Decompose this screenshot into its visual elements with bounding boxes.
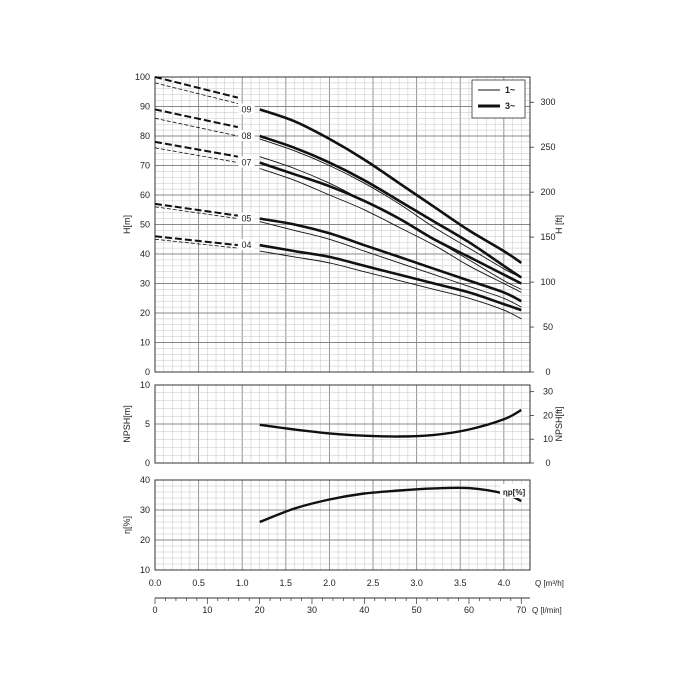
panel-frame xyxy=(154,479,531,571)
x-tick-label: 2.0 xyxy=(323,578,336,588)
series-line-05-1ph xyxy=(259,221,522,308)
y-axis-label-right: H [ft] xyxy=(554,215,564,234)
npsh-y-right-tick-label: 0 xyxy=(545,458,550,468)
dashed-extension-thick xyxy=(154,202,238,217)
panel-frame xyxy=(154,384,531,464)
y-tick-label: 30 xyxy=(140,279,150,289)
y-tick-label: 10 xyxy=(140,338,150,348)
secondary-x-tick-label: 40 xyxy=(359,605,369,615)
y-tick-label: 90 xyxy=(140,102,150,112)
secondary-x-tick-label: 10 xyxy=(202,605,212,615)
npsh-y-axis-label-right: NPSH[ft] xyxy=(554,406,564,441)
x-tick-label: 0.0 xyxy=(149,578,162,588)
dashed-extension-thin xyxy=(154,238,238,249)
npsh-y-right-tick-label: 30 xyxy=(543,387,553,397)
secondary-x-tick-label: 70 xyxy=(516,605,526,615)
curve-label-05: 05 xyxy=(242,214,252,224)
curve-label-07: 07 xyxy=(242,158,252,168)
dashed-extension-thin xyxy=(154,147,238,163)
y-tick-label: 20 xyxy=(140,308,150,318)
y-tick-label: 60 xyxy=(140,190,150,200)
curve-label-bg xyxy=(238,212,255,224)
dashed-extension-thin xyxy=(154,206,238,219)
panel-frame xyxy=(154,76,531,373)
curve-label-bg xyxy=(238,156,255,168)
dashed-extension-thick xyxy=(154,235,238,247)
eff-y-tick-label: 10 xyxy=(140,565,150,575)
series-line-05-3ph xyxy=(259,217,522,303)
y-right-tick-label: 300 xyxy=(540,97,555,107)
dashed-extension-thick xyxy=(154,76,239,99)
y-axis-label: H[m] xyxy=(122,215,132,234)
eff-y-tick-label: 20 xyxy=(140,535,150,545)
x-tick-label: 4.0 xyxy=(498,578,511,588)
secondary-x-tick-label: 50 xyxy=(412,605,422,615)
legend: 1~ 3~ xyxy=(471,79,526,119)
series-line-04-3ph xyxy=(259,243,522,312)
grid-panel-2 xyxy=(154,479,531,571)
y-right-tick-label: 0 xyxy=(545,367,550,377)
y-right-tick-label: 50 xyxy=(543,322,553,332)
y-tick-label: 50 xyxy=(140,220,150,230)
y-tick-label: 80 xyxy=(140,131,150,141)
series-line-07-3ph xyxy=(259,161,522,285)
series-line-09-1ph xyxy=(259,138,522,278)
legend-box xyxy=(471,79,526,119)
series-line-07-1ph xyxy=(259,168,522,293)
y-tick-label: 100 xyxy=(135,72,150,82)
efficiency-annotation: ηp[%] xyxy=(503,488,526,497)
series-line-08-3ph xyxy=(259,134,523,279)
eff-annotation-bg xyxy=(500,484,528,498)
npsh-y-right-tick-label: 20 xyxy=(543,410,553,420)
y-tick-label: 70 xyxy=(140,161,150,171)
npsh-y-right-tick-label: 10 xyxy=(543,434,553,444)
y-right-tick-label: 150 xyxy=(540,232,555,242)
curve-label-04: 04 xyxy=(242,240,252,250)
npsh-y-tick-label: 10 xyxy=(140,380,150,390)
legend-entry-3ph: 3~ xyxy=(505,101,515,111)
y-tick-label: 40 xyxy=(140,249,150,259)
efficiency-curve xyxy=(259,486,522,524)
secondary-x-tick-label: 30 xyxy=(307,605,317,615)
series-line-04-1ph xyxy=(259,250,522,320)
dashed-extension-thin xyxy=(154,82,238,104)
x-tick-label: 1.0 xyxy=(236,578,249,588)
secondary-x-tick-label: 60 xyxy=(464,605,474,615)
x-axis-label: Q [m³/h] xyxy=(535,579,564,588)
curve-label-bg xyxy=(238,239,255,251)
npsh-y-tick-label: 0 xyxy=(145,458,150,468)
dashed-extension-thick xyxy=(154,108,239,129)
npsh-y-tick-label: 5 xyxy=(145,419,150,429)
dashed-extension-thin xyxy=(154,117,238,137)
series-line-09-3ph xyxy=(259,108,523,264)
x-tick-label: 3.0 xyxy=(410,578,423,588)
secondary-x-tick-label: 0 xyxy=(152,605,157,615)
eff-y-tick-label: 30 xyxy=(140,505,150,515)
y-right-tick-label: 100 xyxy=(540,277,555,287)
curve-label-bg xyxy=(238,103,255,115)
x-tick-label: 1.5 xyxy=(280,578,293,588)
grid-panel-1 xyxy=(154,384,531,464)
npsh-curve xyxy=(259,408,522,438)
dashed-extension-thick xyxy=(154,140,239,158)
curve-label-bg xyxy=(238,130,255,141)
y-right-tick-label: 200 xyxy=(540,187,555,197)
dashed-extensions xyxy=(154,76,239,249)
secondary-x-axis-label: Q [l/min] xyxy=(532,606,562,615)
head-series xyxy=(259,108,523,320)
secondary-x-tick-label: 20 xyxy=(255,605,265,615)
grid-panel-0 xyxy=(154,76,531,373)
x-tick-label: 0.5 xyxy=(192,578,205,588)
eff-y-tick-label: 40 xyxy=(140,475,150,485)
x-tick-label: 3.5 xyxy=(454,578,467,588)
curve-label-09: 09 xyxy=(242,104,252,114)
npsh-y-axis-label: NPSH[m] xyxy=(122,405,132,443)
legend-entry-1ph: 1~ xyxy=(505,85,515,95)
x-tick-label: 2.5 xyxy=(367,578,380,588)
eff-y-axis-label: η[%] xyxy=(122,516,132,534)
y-tick-label: 0 xyxy=(145,367,150,377)
curve-label-08: 08 xyxy=(242,131,252,141)
y-right-tick-label: 250 xyxy=(540,142,555,152)
